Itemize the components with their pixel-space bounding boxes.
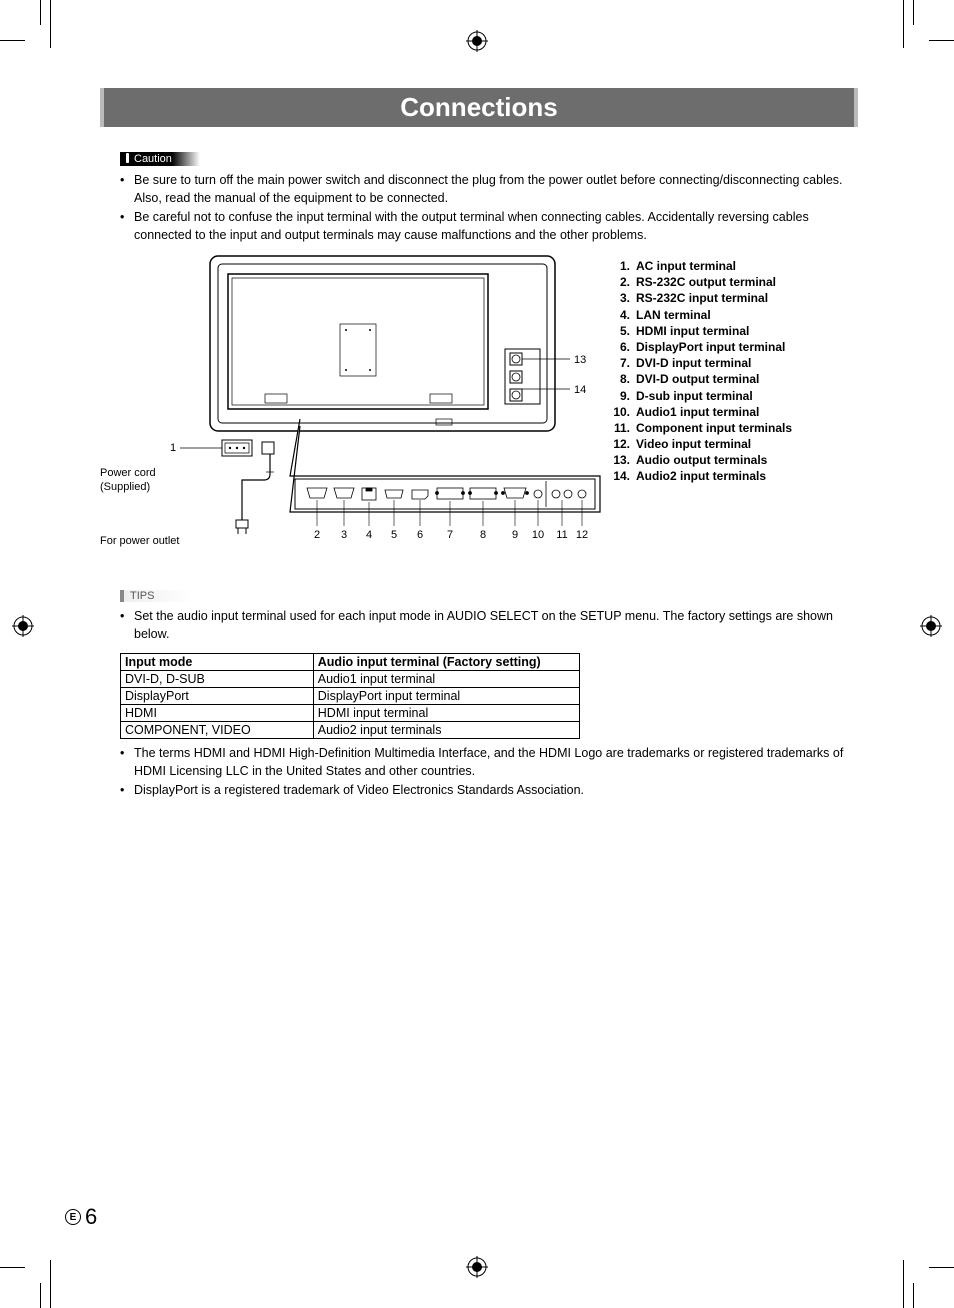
crop-mark: [913, 1283, 914, 1308]
svg-text:1: 1: [170, 442, 176, 454]
power-outlet-label: For power outlet: [100, 534, 179, 548]
terminal-item: 5.HDMI input terminal: [608, 323, 792, 339]
svg-text:9: 9: [512, 529, 518, 541]
table-row: DisplayPortDisplayPort input terminal: [121, 688, 580, 705]
terminal-item: 7.DVI-D input terminal: [608, 355, 792, 371]
crop-mark: [929, 40, 954, 41]
terminal-item: 12.Video input terminal: [608, 436, 792, 452]
terminal-list: 1.AC input terminal 2.RS-232C output ter…: [608, 258, 792, 485]
tips-note: DisplayPort is a registered trademark of…: [120, 782, 858, 800]
crop-mark: [50, 0, 51, 48]
terminal-item: 6.DisplayPort input terminal: [608, 339, 792, 355]
registration-mark-icon: [920, 615, 942, 637]
terminal-item: 13.Audio output terminals: [608, 452, 792, 468]
svg-text:13: 13: [574, 354, 586, 366]
page-title: Connections: [100, 88, 858, 127]
svg-text:7: 7: [447, 529, 453, 541]
table-header: Input mode: [121, 654, 314, 671]
svg-text:2: 2: [314, 529, 320, 541]
tips-list: Set the audio input terminal used for ea…: [100, 608, 858, 643]
registration-mark-icon: [466, 1256, 488, 1278]
connection-diagram: 13 14 1: [100, 254, 858, 554]
tips-notes: The terms HDMI and HDMI High-Definition …: [100, 745, 858, 800]
crop-mark: [903, 0, 904, 48]
caution-label: Caution: [120, 152, 200, 166]
crop-mark: [40, 1283, 41, 1308]
svg-text:10: 10: [532, 529, 544, 541]
table-row: DVI-D, D-SUBAudio1 input terminal: [121, 671, 580, 688]
tips-intro: Set the audio input terminal used for ea…: [120, 608, 858, 643]
page-number: 6: [85, 1204, 97, 1230]
terminal-item: 9.D-sub input terminal: [608, 388, 792, 404]
caution-item: Be sure to turn off the main power switc…: [120, 172, 858, 207]
crop-mark: [50, 1260, 51, 1308]
svg-text:5: 5: [391, 529, 397, 541]
svg-text:12: 12: [576, 529, 588, 541]
page-letter-icon: E: [65, 1209, 81, 1225]
tips-note: The terms HDMI and HDMI High-Definition …: [120, 745, 858, 780]
crop-mark: [40, 0, 41, 25]
terminal-item: 3.RS-232C input terminal: [608, 290, 792, 306]
registration-mark-icon: [466, 30, 488, 52]
terminal-item: 8.DVI-D output terminal: [608, 371, 792, 387]
crop-mark: [903, 1260, 904, 1308]
crop-mark: [0, 40, 25, 41]
page-footer: E 6: [65, 1204, 97, 1230]
svg-text:8: 8: [480, 529, 486, 541]
crop-mark: [929, 1267, 954, 1268]
crop-mark: [0, 1267, 25, 1268]
table-row: COMPONENT, VIDEOAudio2 input terminals: [121, 722, 580, 739]
svg-text:11: 11: [556, 529, 567, 541]
table-header-row: Input mode Audio input terminal (Factory…: [121, 654, 580, 671]
power-cord-label: Power cord (Supplied): [100, 466, 156, 495]
page-body: Connections Caution Be sure to turn off …: [100, 88, 858, 810]
caution-list: Be sure to turn off the main power switc…: [100, 172, 858, 244]
svg-text:4: 4: [366, 529, 372, 541]
terminal-item: 14.Audio2 input terminals: [608, 468, 792, 484]
table-header: Audio input terminal (Factory setting): [313, 654, 579, 671]
svg-text:14: 14: [574, 384, 586, 396]
tips-label: TIPS: [120, 590, 240, 602]
terminal-item: 4.LAN terminal: [608, 307, 792, 323]
terminal-item: 2.RS-232C output terminal: [608, 274, 792, 290]
svg-text:6: 6: [417, 529, 423, 541]
crop-mark: [913, 0, 914, 25]
svg-text:3: 3: [341, 529, 347, 541]
settings-table: Input mode Audio input terminal (Factory…: [120, 653, 580, 739]
terminal-item: 1.AC input terminal: [608, 258, 792, 274]
table-row: HDMIHDMI input terminal: [121, 705, 580, 722]
terminal-item: 10.Audio1 input terminal: [608, 404, 792, 420]
registration-mark-icon: [12, 615, 34, 637]
terminal-item: 11.Component input terminals: [608, 420, 792, 436]
diagram-svg: 13 14 1: [170, 254, 610, 554]
caution-item: Be careful not to confuse the input term…: [120, 209, 858, 244]
